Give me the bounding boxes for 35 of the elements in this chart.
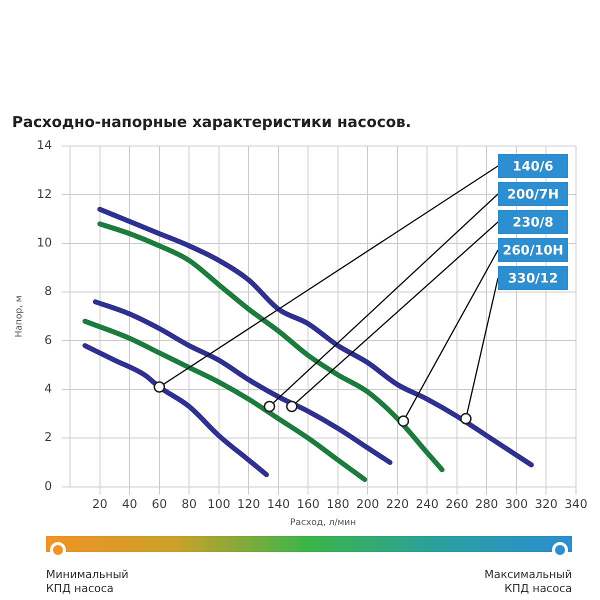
chart-title: Расходно-напорные характеристики насосов.: [12, 112, 412, 131]
y-tick-label: 8: [44, 284, 52, 298]
annotation: 230/8: [512, 215, 554, 230]
annotation: 140/6: [512, 159, 554, 174]
x-tick-label: 300: [505, 497, 528, 512]
x-tick-label: 140: [266, 497, 290, 512]
x-tick-label: 240: [416, 497, 439, 512]
annotation: 200/7H: [507, 187, 559, 202]
y-tick-label: 0: [44, 478, 52, 493]
annotation: 330/12: [508, 271, 558, 286]
annotation: 260/10H: [502, 243, 564, 258]
y-axis-title: Напор, м: [14, 295, 25, 338]
x-tick-label: 180: [326, 497, 350, 512]
y-tick-label: 6: [44, 332, 52, 347]
x-tick-label: 80: [181, 497, 197, 512]
y-tick-label: 14: [36, 138, 52, 152]
x-axis-title: Расход, л/мин: [290, 518, 356, 528]
x-tick-label: 100: [207, 497, 230, 512]
x-tick-label: 260: [446, 497, 468, 512]
x-tick-label: 220: [386, 497, 409, 512]
x-tick-label: 320: [534, 497, 558, 512]
text: Минимальный КПД насоса: [46, 568, 130, 596]
x-tick-label: 160: [296, 497, 320, 512]
y-tick-label: 4: [44, 382, 52, 396]
x-tick-label: 200: [356, 497, 380, 512]
y-tick-label: 2: [44, 430, 52, 444]
x-tick-label: 120: [237, 497, 260, 512]
x-tick-label: 40: [122, 497, 138, 512]
x-tick-label: 280: [475, 497, 498, 512]
x-tick-label: 20: [92, 497, 108, 512]
x-tick-label: 60: [152, 497, 167, 512]
text: Максимальный КПД насоса: [483, 568, 572, 596]
y-tick-label: 12: [36, 186, 52, 201]
y-tick-label: 10: [36, 235, 52, 250]
x-tick-label: 340: [564, 497, 588, 512]
